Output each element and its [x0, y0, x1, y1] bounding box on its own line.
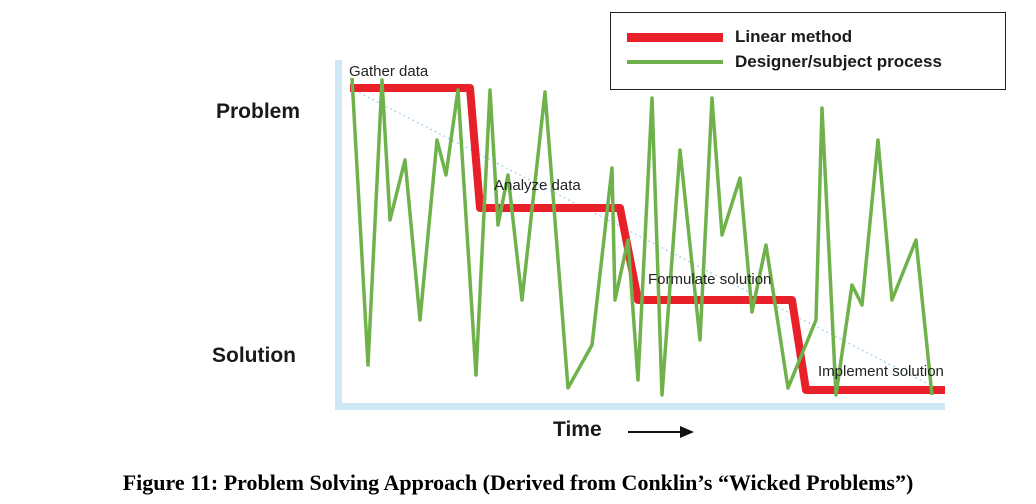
legend-item-linear: Linear method: [611, 24, 1005, 50]
x-axis-label-time: Time: [553, 418, 602, 441]
step-label-analyze: Analyze data: [494, 177, 581, 194]
legend-item-process: Designer/subject process: [611, 49, 1005, 75]
legend-label-linear: Linear method: [735, 27, 853, 46]
designer-process-line: [350, 77, 934, 397]
y-axis-line: [335, 60, 342, 410]
legend: Linear method Designer/subject process: [610, 12, 1006, 90]
x-axis-line: [335, 403, 945, 410]
time-arrow-icon: [680, 426, 694, 438]
legend-swatch-linear: [627, 33, 723, 42]
step-label-gather: Gather data: [349, 63, 429, 80]
legend-label-process: Designer/subject process: [735, 52, 942, 71]
y-axis-label-solution: Solution: [212, 344, 296, 367]
legend-swatch-process: [627, 60, 723, 64]
step-label-formulate: Formulate solution: [648, 271, 771, 288]
figure-caption: Figure 11: Problem Solving Approach (Der…: [122, 470, 914, 495]
y-axis-label-problem: Problem: [216, 100, 301, 123]
step-label-implement: Implement solution: [818, 363, 944, 380]
